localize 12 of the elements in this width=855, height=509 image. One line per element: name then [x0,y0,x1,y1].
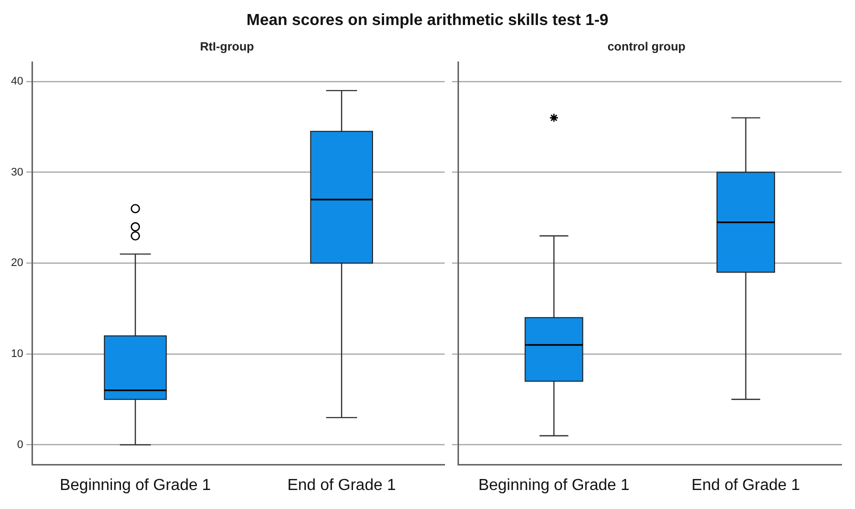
x-tick-label: Beginning of Grade 1 [60,476,212,494]
y-tick-label: 40 [10,76,24,88]
x-tick-label: End of Grade 1 [692,476,800,494]
y-tick-label: 30 [10,166,24,178]
chart-subtitle: control group [608,40,686,54]
chart-title: Mean scores on simple arithmetic skills test 1-9 [246,11,610,31]
x-tick-label: Beginning of Grade 1 [478,476,630,494]
y-tick-label: 10 [10,348,24,360]
y-tick-label: 20 [10,257,24,270]
x-tick-label: End of Grade 1 [287,476,396,494]
chart-subtitle: RtI-group [200,40,254,54]
y-tick-label: 0 [17,438,24,451]
